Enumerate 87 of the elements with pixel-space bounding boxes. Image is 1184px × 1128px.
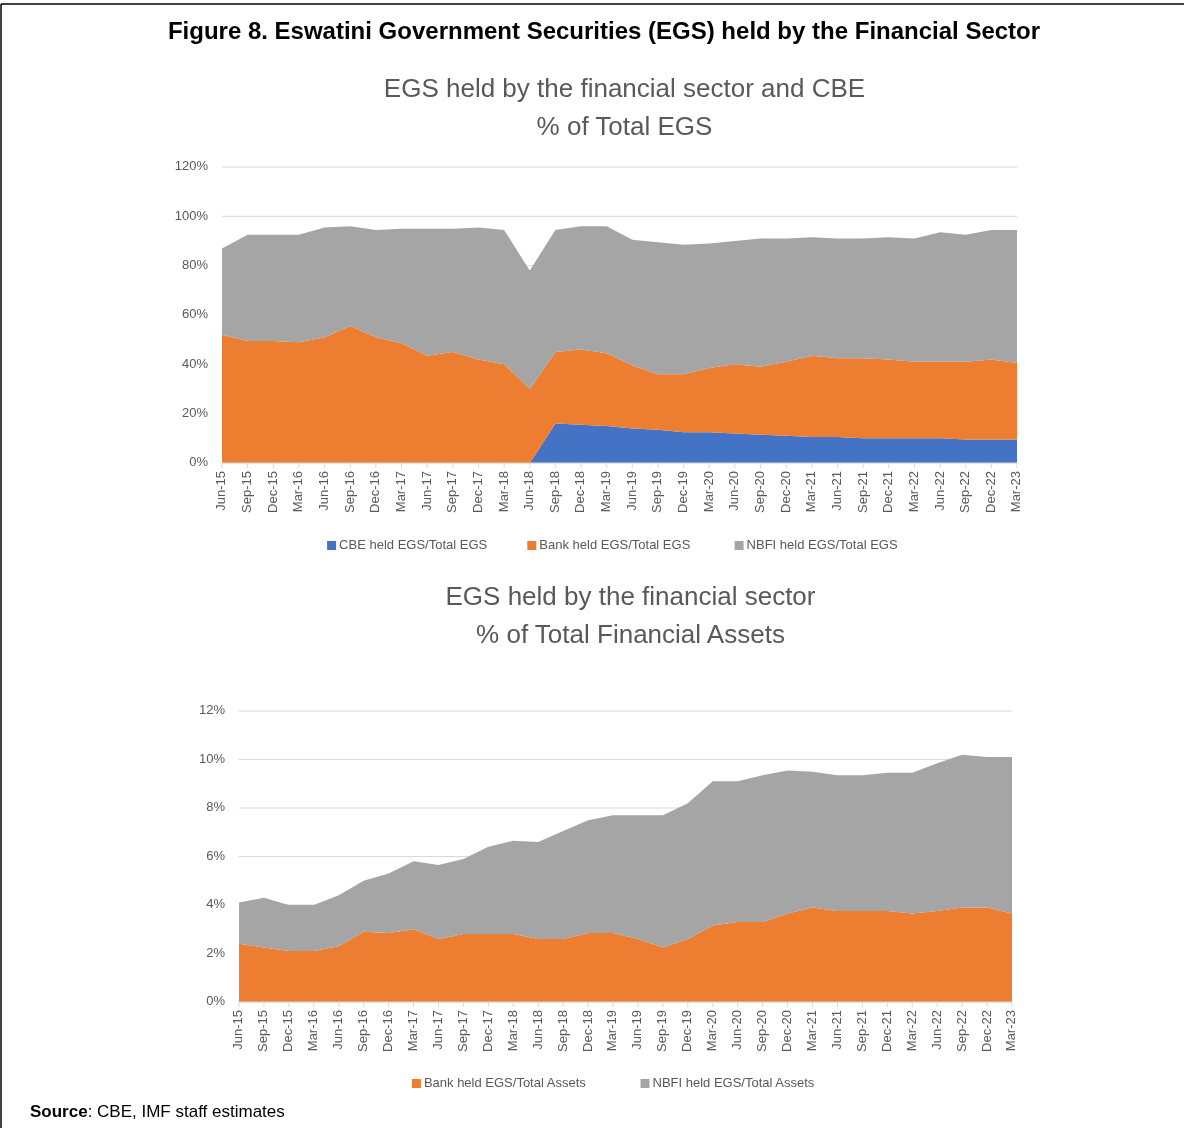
x-tick-label: Sep-15 — [255, 1010, 271, 1052]
x-tick-label: Jun-18 — [529, 1010, 545, 1050]
x-tick-label: Sep-20 — [751, 471, 767, 513]
x-tick-label: Dec-21 — [878, 1010, 894, 1052]
x-tick-label: Dec-16 — [380, 1010, 396, 1052]
chart-title: EGS held by the financial sector % of Total Financial Assets — [445, 580, 816, 649]
x-tick-label: Sep-21 — [853, 1010, 869, 1052]
x-tick-label: Jun-15 — [213, 471, 229, 511]
x-tick-label: Dec-20 — [777, 471, 793, 513]
x-tick-label: Mar-19 — [604, 1010, 620, 1052]
x-tick-label: Dec-20 — [779, 1010, 795, 1052]
y-tick-label: 0% — [189, 454, 209, 470]
x-tick-label: Jun-21 — [828, 1010, 844, 1050]
chart-title: Figure 8. Eswatini Government Securities (EGS) held by the Financial Sector — [167, 17, 1041, 45]
x-tick-label: Jun-19 — [623, 471, 639, 511]
y-tick-label: 120% — [174, 158, 209, 174]
x-tick-label: Dec-17 — [469, 471, 485, 513]
x-tick-label: Mar-19 — [598, 471, 614, 513]
y-tick-label: 2% — [206, 944, 226, 960]
x-tick-label: Jun-20 — [726, 471, 742, 511]
y-tick-label: 12% — [198, 702, 226, 718]
x-tick-label: Dec-17 — [479, 1010, 495, 1052]
y-tick-label: 0% — [206, 993, 226, 1009]
y-tick-label: 10% — [198, 750, 226, 766]
x-tick-label: Mar-21 — [803, 1010, 819, 1052]
y-tick-label: 80% — [181, 257, 209, 273]
x-tick-label: Jun-22 — [928, 1010, 944, 1050]
x-tick-label: Dec-15 — [280, 1010, 296, 1052]
x-tick-label: Dec-16 — [367, 471, 383, 513]
x-tick-label: Sep-15 — [239, 471, 255, 513]
x-tick-label: Dec-18 — [572, 471, 588, 513]
y-tick-label: 60% — [181, 306, 209, 322]
y-tick-label: 20% — [181, 405, 209, 421]
legend-label: NBFI held EGS/Total EGS — [746, 537, 898, 553]
x-tick-label: Mar-17 — [404, 1010, 420, 1052]
x-tick-label: Sep-22 — [953, 1010, 969, 1052]
x-tick-label: Jun-17 — [418, 471, 434, 511]
x-tick-label: Sep-20 — [754, 1010, 770, 1052]
x-tick-label: Dec-22 — [978, 1010, 994, 1052]
x-tick-label: Sep-22 — [957, 471, 973, 513]
legend-label: Bank held EGS/Total Assets — [423, 1075, 587, 1091]
x-tick-label: Dec-15 — [264, 471, 280, 513]
legend-label: Bank held EGS/Total EGS — [539, 537, 691, 553]
x-tick-label: Dec-22 — [982, 471, 998, 513]
x-tick-label: Jun-19 — [629, 1010, 645, 1050]
x-tick-label: Sep-17 — [454, 1010, 470, 1052]
x-tick-label: Mar-21 — [803, 471, 819, 513]
x-tick-label: Sep-19 — [649, 471, 665, 513]
y-tick-label: 100% — [174, 207, 209, 223]
x-tick-label: Mar-18 — [504, 1010, 520, 1052]
x-tick-label: Sep-16 — [355, 1010, 371, 1052]
legend-label: CBE held EGS/Total EGS — [339, 537, 488, 553]
y-tick-label: 8% — [206, 799, 226, 815]
legend-label: NBFI held EGS/Total Assets — [652, 1075, 815, 1091]
source-note: Source: CBE, IMF staff estimates — [30, 1102, 285, 1122]
x-tick-label: Mar-16 — [305, 1010, 321, 1052]
x-tick-label: Sep-18 — [554, 1010, 570, 1052]
x-tick-label: Mar-20 — [700, 471, 716, 513]
chart-subtitle: EGS held by the financial sector and CBE % of Total EGS — [383, 72, 866, 141]
y-tick-label: 40% — [181, 355, 209, 371]
y-tick-label: 6% — [206, 847, 226, 863]
x-tick-label: Sep-19 — [654, 1010, 670, 1052]
x-tick-label: Dec-19 — [675, 471, 691, 513]
x-tick-label: Jun-22 — [931, 471, 947, 511]
x-tick-label: Sep-21 — [854, 471, 870, 513]
x-tick-label: Dec-18 — [579, 1010, 595, 1052]
x-tick-label: Dec-19 — [679, 1010, 695, 1052]
x-tick-label: Jun-20 — [729, 1010, 745, 1050]
x-tick-label: Sep-17 — [444, 471, 460, 513]
x-tick-label: Mar-23 — [1008, 471, 1024, 513]
x-tick-label: Mar-17 — [392, 471, 408, 513]
x-tick-label: Jun-16 — [330, 1010, 346, 1050]
x-tick-label: Mar-22 — [905, 471, 921, 513]
x-tick-label: Mar-18 — [495, 471, 511, 513]
x-tick-label: Mar-23 — [1003, 1010, 1019, 1052]
x-tick-label: Jun-15 — [230, 1010, 246, 1050]
x-tick-label: Jun-18 — [521, 471, 537, 511]
x-tick-label: Dec-21 — [880, 471, 896, 513]
x-tick-label: Jun-17 — [429, 1010, 445, 1050]
x-tick-label: Mar-20 — [704, 1010, 720, 1052]
x-tick-label: Sep-16 — [341, 471, 357, 513]
y-tick-label: 4% — [206, 896, 226, 912]
x-tick-label: Mar-22 — [903, 1010, 919, 1052]
x-tick-label: Jun-21 — [828, 471, 844, 511]
x-tick-label: Mar-16 — [290, 471, 306, 513]
x-tick-label: Jun-16 — [316, 471, 332, 511]
x-tick-label: Sep-18 — [546, 471, 562, 513]
